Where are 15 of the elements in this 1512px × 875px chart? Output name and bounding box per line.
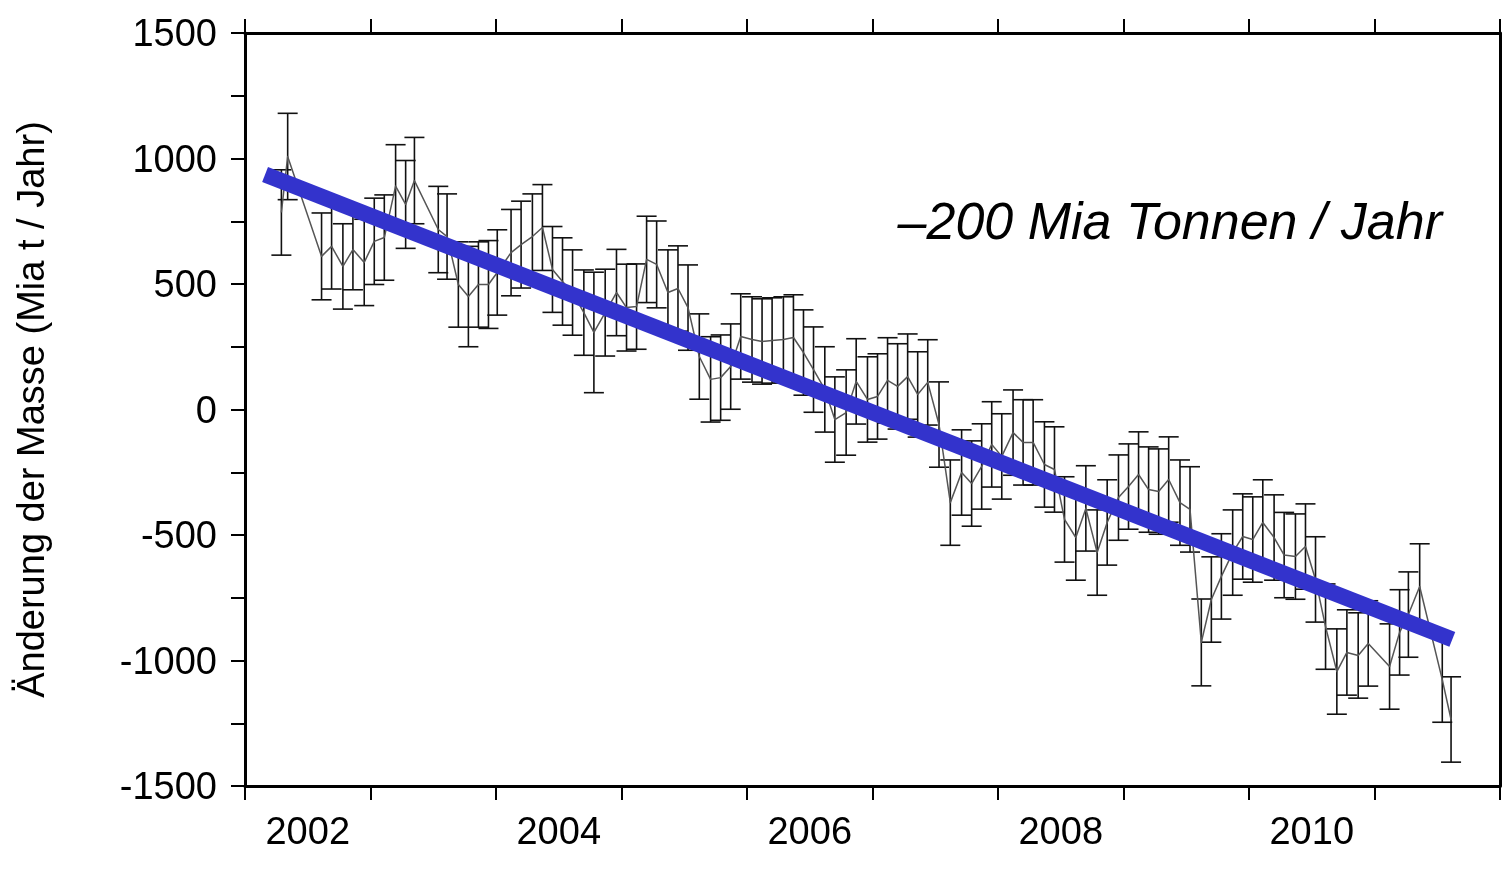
y-tick-label: 500 xyxy=(153,263,217,305)
y-tick-label: -1000 xyxy=(119,639,217,682)
x-tick-label: 2006 xyxy=(767,810,853,852)
line-series xyxy=(280,155,1452,721)
x-tick-label: 2010 xyxy=(1269,810,1355,852)
y-tick-label: -500 xyxy=(140,514,217,556)
annotation: –200 Mia Tonnen / Jahr xyxy=(896,192,1445,250)
x-tick-label: 2008 xyxy=(1018,810,1104,852)
y-tick-label: -1500 xyxy=(119,765,217,807)
x-tick-label: 2004 xyxy=(516,810,602,852)
x-tick-label: 2002 xyxy=(265,810,351,852)
y-axis-title: Änderung der Masse (Mia t / Jahr) xyxy=(10,121,52,698)
y-tick-label: 1500 xyxy=(132,12,217,54)
y-tick-label: 1000 xyxy=(132,137,217,180)
y-tick-label: 0 xyxy=(195,388,217,431)
